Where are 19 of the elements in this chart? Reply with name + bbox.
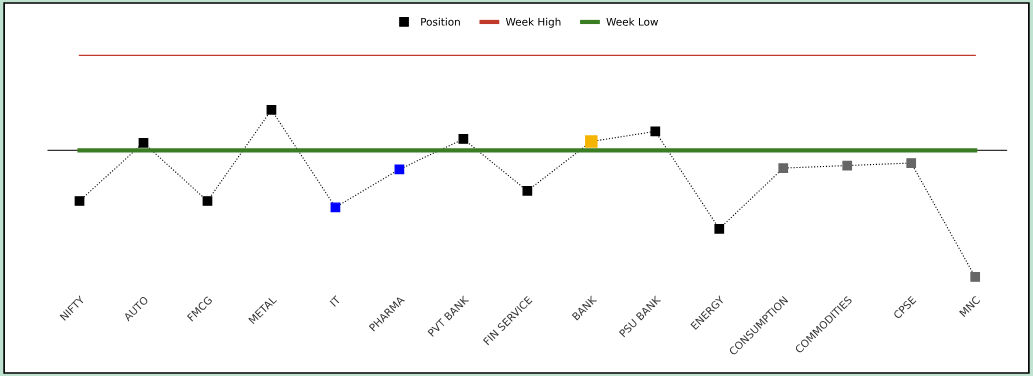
point bbox=[522, 186, 533, 196]
point bbox=[650, 126, 661, 137]
point bbox=[138, 137, 149, 148]
legend-label: Week Low bbox=[606, 17, 659, 26]
legend-label: Week High bbox=[505, 17, 561, 28]
point bbox=[842, 160, 853, 171]
x-tick-label: IT bbox=[329, 295, 342, 307]
point bbox=[714, 224, 725, 234]
point bbox=[74, 196, 85, 206]
point bbox=[394, 164, 405, 175]
point bbox=[906, 158, 917, 168]
point bbox=[778, 163, 789, 173]
point bbox=[585, 135, 598, 148]
point bbox=[970, 272, 981, 282]
legend-label: Position bbox=[421, 17, 460, 26]
point bbox=[266, 104, 277, 115]
point bbox=[202, 196, 213, 206]
point bbox=[458, 134, 469, 144]
point bbox=[330, 202, 341, 213]
